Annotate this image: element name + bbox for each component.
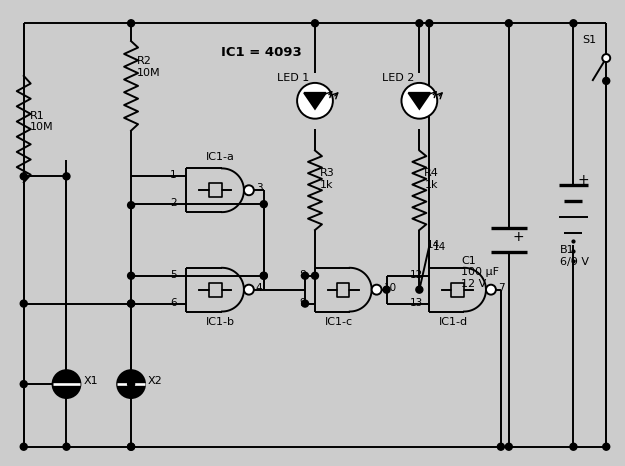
Circle shape [401,83,437,119]
Circle shape [20,443,28,450]
Circle shape [244,285,254,295]
Circle shape [127,443,134,450]
Circle shape [486,285,496,295]
Text: 6: 6 [170,298,176,308]
Text: IC1-a: IC1-a [206,152,234,163]
Text: 3: 3 [256,183,262,193]
Circle shape [602,443,610,450]
Circle shape [127,443,134,450]
Text: IC1-d: IC1-d [439,317,468,328]
Circle shape [416,20,423,27]
Circle shape [63,443,70,450]
Text: IC1 = 4093: IC1 = 4093 [221,46,301,59]
Circle shape [127,202,134,209]
Text: C1
100 μF
12 V: C1 100 μF 12 V [461,256,499,289]
Text: 5: 5 [170,270,176,280]
Circle shape [506,20,512,27]
Circle shape [602,54,610,62]
Circle shape [127,300,134,307]
Text: 1: 1 [170,171,176,180]
Text: +: + [512,230,524,244]
Text: 14: 14 [428,240,441,250]
Circle shape [261,272,268,279]
Text: 13: 13 [409,298,422,308]
Text: 7: 7 [498,283,504,293]
Text: 10: 10 [384,283,397,293]
Circle shape [311,20,319,27]
Circle shape [52,370,81,398]
Circle shape [127,381,134,388]
Circle shape [506,443,512,450]
Text: LED 2: LED 2 [382,73,414,83]
Text: R3
1k: R3 1k [320,168,335,190]
Circle shape [416,286,423,293]
Text: B1
6/9 V: B1 6/9 V [559,245,589,267]
Circle shape [302,300,309,307]
Circle shape [570,20,577,27]
Text: 8: 8 [299,270,306,280]
Text: +: + [578,173,589,187]
Text: S1: S1 [582,35,596,45]
Circle shape [498,443,504,450]
Text: 2: 2 [170,198,176,208]
Polygon shape [408,93,430,109]
Circle shape [20,173,28,180]
Circle shape [20,300,28,307]
Circle shape [602,77,610,84]
Text: R1
10M: R1 10M [30,111,53,132]
Text: X1: X1 [83,376,98,386]
Circle shape [302,272,309,279]
Circle shape [117,370,145,398]
Circle shape [261,201,268,208]
Circle shape [570,443,577,450]
Text: X2: X2 [148,376,162,386]
Circle shape [63,173,70,180]
Text: IC1-c: IC1-c [325,317,353,328]
Text: 9: 9 [299,298,306,308]
Text: R4
1k: R4 1k [424,168,439,190]
Text: IC1-b: IC1-b [206,317,234,328]
Circle shape [127,20,134,27]
Circle shape [297,83,333,119]
Text: R2
10M: R2 10M [137,56,161,78]
Text: 14: 14 [433,242,446,252]
Polygon shape [304,93,326,109]
Circle shape [261,272,268,279]
Circle shape [127,300,134,307]
Text: 12: 12 [409,270,422,280]
Circle shape [383,286,390,293]
Circle shape [426,20,432,27]
Circle shape [244,185,254,195]
Circle shape [372,285,382,295]
Circle shape [311,272,319,279]
Text: 4: 4 [256,283,262,293]
Circle shape [20,381,28,388]
Text: LED 1: LED 1 [278,73,309,83]
Circle shape [127,272,134,279]
